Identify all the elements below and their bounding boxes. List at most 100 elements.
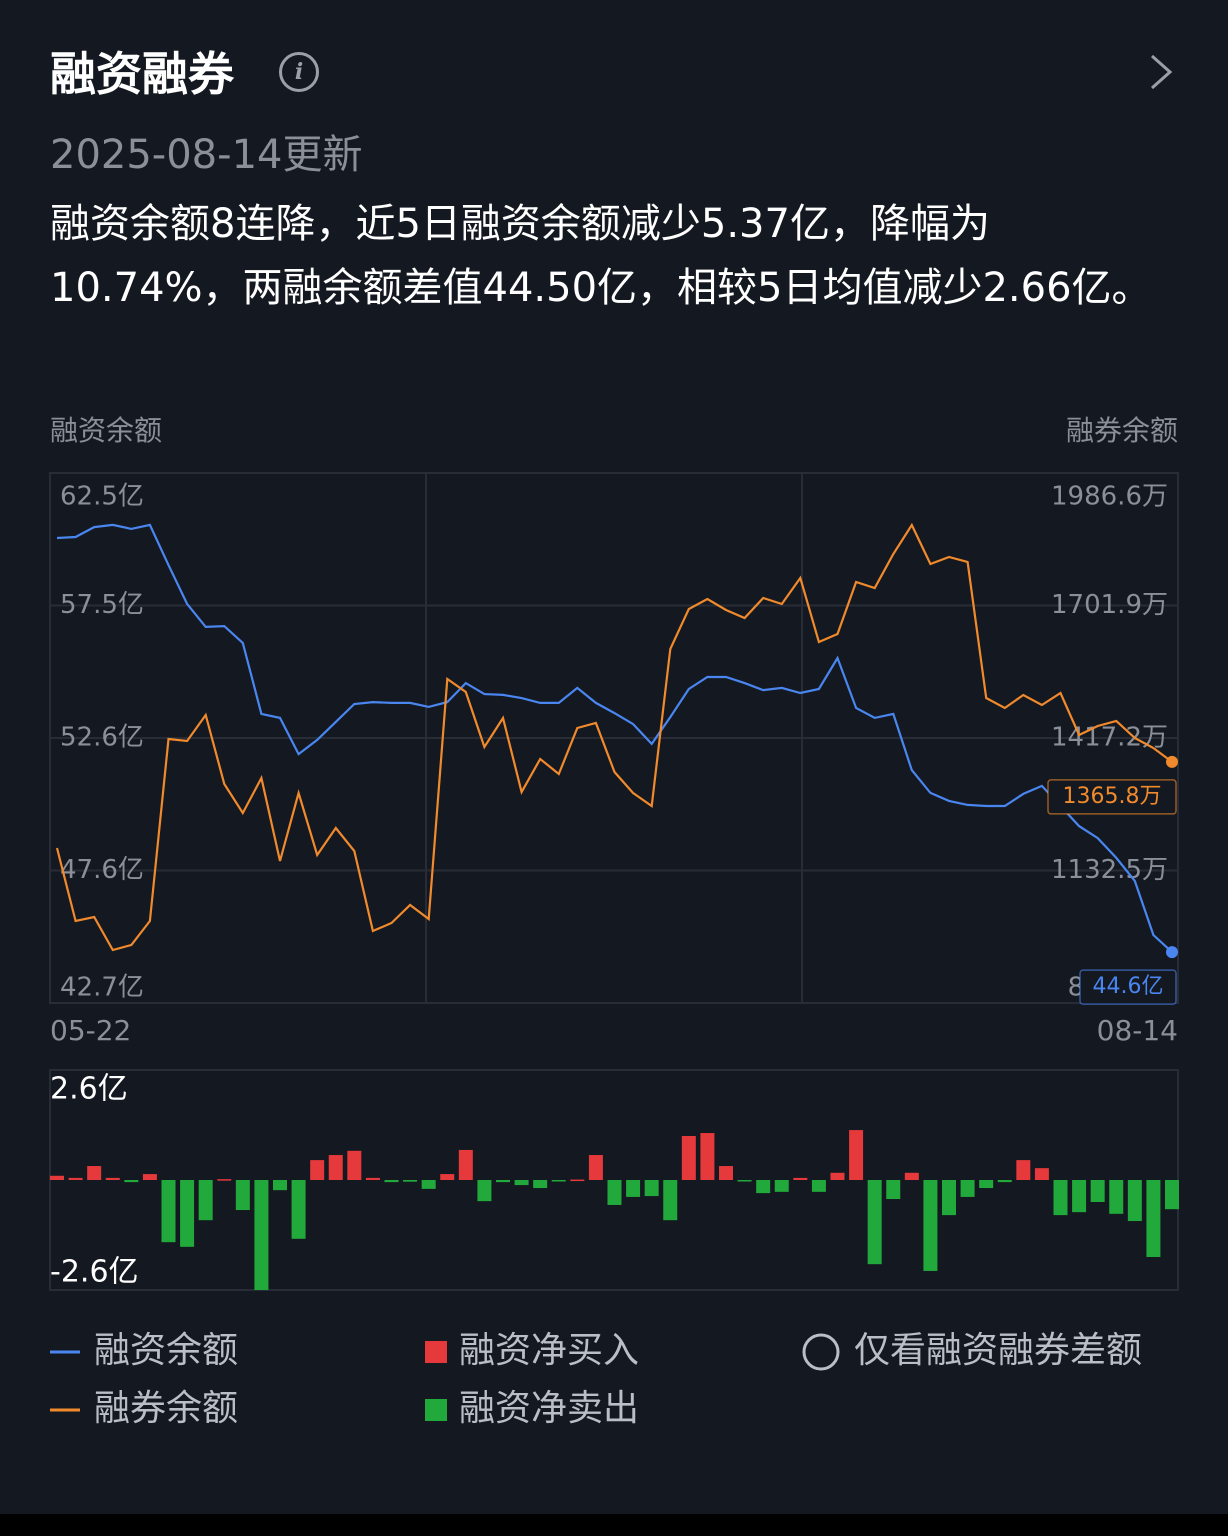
more-chevron[interactable] — [1146, 52, 1176, 92]
y-tick-label: 52.6亿 — [60, 723, 144, 753]
y2-tick-label: 1132.5万 — [1051, 855, 1168, 885]
summary-text: 融资余额8连降，近5日融资余额减少5.37亿，降幅为10.74%，两融余额差值4… — [50, 201, 1152, 311]
bar — [50, 1175, 64, 1180]
bar — [979, 1180, 994, 1189]
y-tick-label: -2.6亿 — [50, 1255, 139, 1290]
legend-swatch — [425, 1341, 447, 1363]
legend-swatch — [425, 1399, 447, 1421]
legend-label: 融资净卖出 — [459, 1388, 639, 1429]
bar — [1090, 1180, 1105, 1202]
bar — [235, 1180, 250, 1211]
bar — [886, 1180, 901, 1200]
bar — [87, 1166, 102, 1180]
y-axis-title: 融资余额 — [50, 414, 162, 447]
bar — [496, 1180, 510, 1183]
y2-tick-label: 1986.6万 — [1051, 482, 1168, 512]
bar — [644, 1180, 659, 1197]
bar — [1072, 1180, 1087, 1213]
bar — [458, 1149, 473, 1180]
bar — [68, 1177, 83, 1180]
update-date: 2025-08-14更新 — [50, 132, 363, 178]
y-tick-label: 42.7亿 — [60, 973, 144, 1003]
series-line — [55, 522, 1173, 952]
bar — [217, 1179, 232, 1181]
bar — [811, 1180, 826, 1192]
bar — [923, 1180, 938, 1271]
bar — [142, 1174, 157, 1180]
y2-axis-title: 融券余额 — [1066, 414, 1178, 447]
page-title: 融资融券 — [50, 47, 234, 101]
y-tick-label: 62.5亿 — [60, 482, 144, 512]
value-tag — [1079, 969, 1177, 1005]
bar — [365, 1177, 380, 1180]
y-tick-label: 47.6亿 — [60, 855, 144, 885]
bar — [328, 1155, 343, 1180]
bar — [588, 1155, 603, 1180]
bar — [607, 1180, 622, 1205]
bar — [533, 1180, 548, 1189]
value-tag — [1047, 779, 1177, 815]
bar — [570, 1179, 585, 1182]
bar — [681, 1136, 696, 1180]
bar — [737, 1180, 752, 1182]
bar — [1034, 1168, 1049, 1180]
last-point — [1166, 946, 1178, 959]
bar — [180, 1180, 195, 1247]
bar — [105, 1177, 120, 1180]
bar — [124, 1180, 139, 1183]
bar — [198, 1180, 213, 1221]
bar — [663, 1180, 678, 1221]
bar — [440, 1174, 455, 1180]
last-point — [1166, 755, 1178, 768]
info-icon[interactable]: i — [279, 52, 319, 92]
nav-bar — [0, 1514, 1228, 1536]
y-tick-label: 57.5亿 — [60, 590, 144, 620]
bar — [384, 1180, 399, 1183]
bar — [1146, 1180, 1161, 1257]
x-tick-label: 08-14 — [1097, 1014, 1178, 1047]
bar — [1016, 1160, 1031, 1180]
bar — [830, 1172, 845, 1180]
bar — [867, 1180, 882, 1265]
legend-label: 融资余额 — [94, 1330, 238, 1371]
bar — [273, 1180, 287, 1191]
value-label: 44.6亿 — [1093, 974, 1164, 999]
bar — [997, 1180, 1012, 1183]
y2-tick-label: 1417.2万 — [1051, 723, 1168, 753]
x-tick-label: 05-22 — [50, 1014, 131, 1047]
bar — [254, 1180, 269, 1290]
bar — [421, 1180, 436, 1189]
bar — [793, 1177, 808, 1180]
bar — [1127, 1180, 1142, 1222]
bar — [904, 1172, 919, 1180]
value-label: 1365.8万 — [1063, 784, 1162, 809]
bar — [849, 1130, 864, 1180]
bar — [1053, 1180, 1068, 1216]
series-line — [56, 523, 1173, 953]
bar — [700, 1133, 715, 1180]
bar — [310, 1160, 325, 1180]
bar — [477, 1180, 492, 1202]
bar — [403, 1180, 418, 1182]
y-tick-label: 2.6亿 — [50, 1072, 128, 1107]
bar — [719, 1166, 733, 1180]
legend-label: 融资净买入 — [459, 1330, 639, 1371]
bar — [291, 1180, 306, 1239]
bar — [942, 1180, 956, 1216]
y2-tick-label: 1701.9万 — [1051, 590, 1168, 620]
bar — [774, 1180, 789, 1192]
bar — [551, 1180, 566, 1182]
bar — [161, 1180, 176, 1243]
bar — [1165, 1180, 1179, 1210]
bar — [347, 1150, 362, 1180]
bar — [756, 1180, 771, 1194]
legend-label: 融券余额 — [94, 1388, 238, 1429]
toggle-radio[interactable] — [802, 1333, 840, 1371]
bar — [1109, 1180, 1124, 1214]
toggle-label[interactable]: 仅看融资融券差额 — [854, 1330, 1142, 1371]
bar — [626, 1180, 641, 1197]
bar — [960, 1180, 975, 1197]
bar — [514, 1180, 529, 1186]
